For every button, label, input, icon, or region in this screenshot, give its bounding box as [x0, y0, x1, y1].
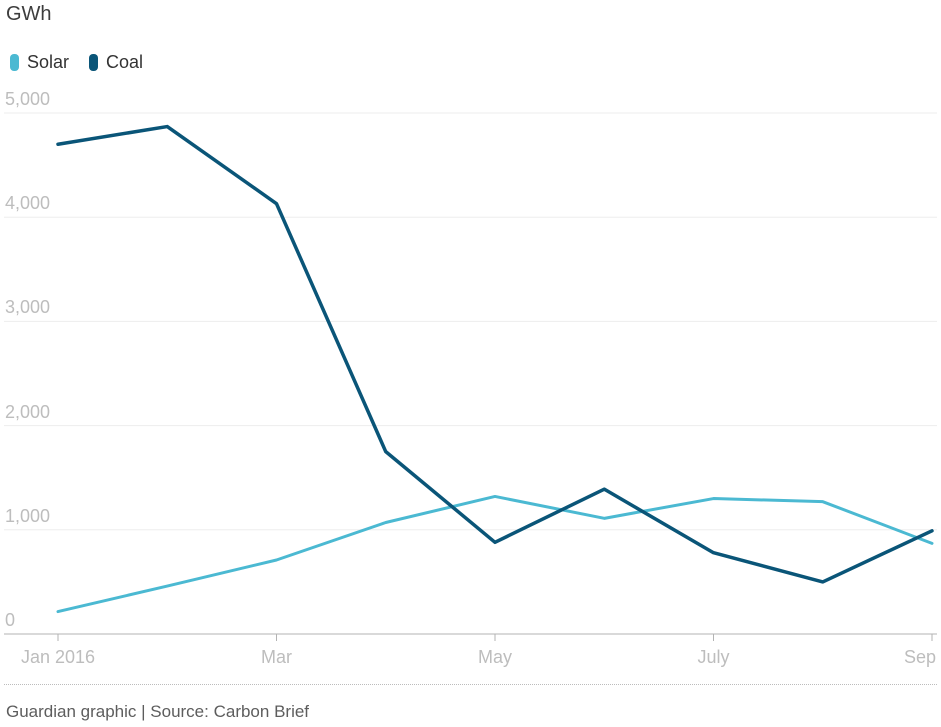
footer-divider	[4, 684, 937, 685]
coal-swatch-icon	[89, 54, 99, 71]
coal-line	[56, 124, 934, 584]
y-axis-label: 3,000	[5, 297, 51, 318]
x-axis-label: July	[697, 647, 730, 667]
plot-area: 0 1,000 2,000 3,000 4,000 5,000 Jan 2016 Mar May…	[4, 89, 937, 667]
solar-swatch-icon	[10, 54, 19, 71]
x-axis-label: Sep	[903, 647, 936, 667]
legend-label-coal: Coal	[106, 52, 144, 72]
y-axis-label: 1,000	[5, 505, 51, 526]
y-axis-label: 5,000	[5, 89, 51, 109]
x-axis-label: Mar	[261, 647, 292, 667]
x-axis-label: May	[477, 647, 512, 667]
solar-line	[56, 494, 934, 614]
x-axis-label: Jan 2016	[20, 647, 96, 667]
line-chart-svg	[4, 112, 937, 641]
y-axis-label: 2,000	[5, 401, 51, 422]
chart-title: GWh	[6, 3, 52, 25]
legend: Solar Coal	[10, 52, 163, 73]
y-axis-label: 4,000	[5, 193, 51, 214]
legend-item-solar: Solar	[10, 52, 69, 73]
source-attribution: Guardian graphic | Source: Carbon Brief	[6, 702, 310, 721]
y-axis-label: 0	[5, 610, 16, 630]
legend-label-solar: Solar	[27, 52, 70, 72]
legend-item-coal: Coal	[89, 52, 143, 73]
